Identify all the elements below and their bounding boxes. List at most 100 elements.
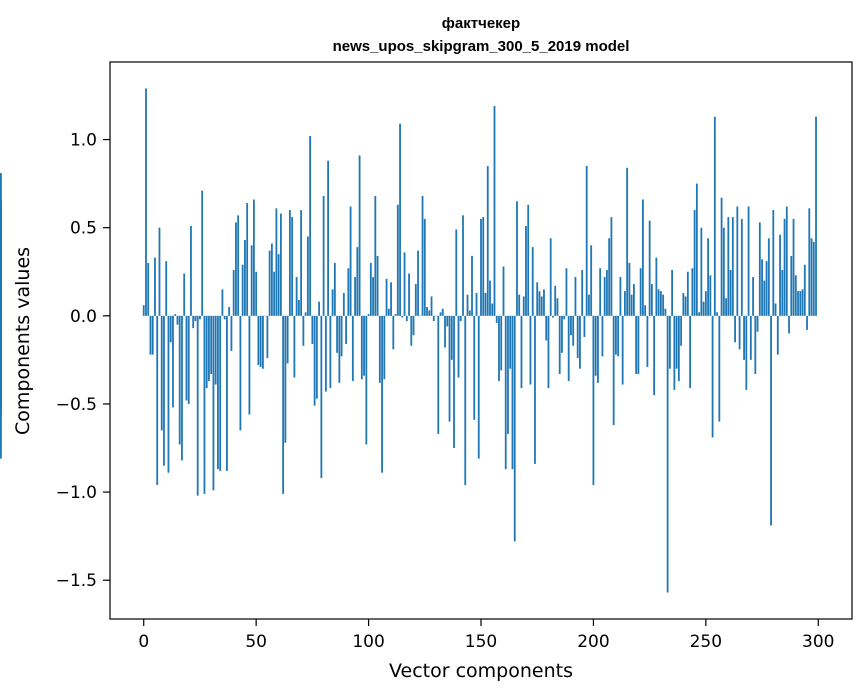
bar <box>810 238 813 316</box>
bar <box>794 275 797 316</box>
bar <box>378 315 381 383</box>
bar <box>347 268 350 316</box>
bar <box>662 294 665 316</box>
bar <box>448 315 451 422</box>
x-tick-label: 200 <box>577 632 609 652</box>
bar <box>774 303 777 316</box>
bar <box>192 315 195 329</box>
bar <box>288 210 291 316</box>
bar <box>558 315 561 374</box>
bar <box>331 289 334 316</box>
bar <box>581 269 584 316</box>
y-axis-ticks: −1.5 −1.0 −0.5 0.0 0.5 1.0 <box>56 131 110 591</box>
bar <box>509 315 512 369</box>
bar <box>507 315 509 434</box>
bar <box>239 315 242 431</box>
bar <box>295 277 298 316</box>
bar <box>219 315 222 471</box>
bar <box>363 315 365 376</box>
bar <box>462 215 464 316</box>
bar <box>356 247 359 316</box>
bar <box>797 291 799 316</box>
bar <box>482 217 485 316</box>
y-tick-label: 0.0 <box>70 307 97 327</box>
bar <box>172 315 174 408</box>
bar <box>374 195 377 316</box>
bar <box>500 315 503 371</box>
bar <box>464 315 467 486</box>
bar <box>585 166 588 316</box>
bar <box>163 315 165 466</box>
bar <box>520 315 523 389</box>
bar <box>372 277 374 316</box>
bar <box>756 315 759 332</box>
bar <box>273 271 276 316</box>
bar <box>459 315 462 322</box>
bars-group <box>0 88 817 593</box>
bar <box>653 315 656 396</box>
bar <box>650 284 653 316</box>
bar <box>561 315 563 353</box>
bar <box>576 315 579 359</box>
bar <box>552 315 554 318</box>
bar <box>158 227 161 316</box>
chart-subtitle: news_upos_skipgram_300_5_2019 model <box>333 38 630 55</box>
bar <box>572 315 575 346</box>
bar <box>529 315 532 385</box>
bar <box>716 312 718 316</box>
y-tick-label: −1.0 <box>56 483 97 503</box>
bar <box>545 315 548 341</box>
bar <box>608 238 611 316</box>
bar <box>387 308 390 316</box>
bar <box>563 315 566 320</box>
bar <box>279 213 282 316</box>
bar <box>410 315 413 346</box>
bar <box>376 255 379 316</box>
bar <box>691 268 694 316</box>
bar <box>178 315 181 445</box>
bar <box>668 315 671 369</box>
bar <box>196 315 199 496</box>
bar <box>223 315 226 320</box>
bar <box>282 315 285 494</box>
bar <box>199 315 201 320</box>
bar <box>167 315 170 473</box>
y-tick-label: 0.5 <box>70 219 97 239</box>
bar <box>612 315 615 426</box>
bar <box>480 218 482 316</box>
bar <box>711 315 714 438</box>
y-tick-label: −0.5 <box>56 395 97 415</box>
bar <box>704 291 707 316</box>
bar <box>624 291 626 316</box>
bar <box>725 298 727 316</box>
bar <box>214 315 217 385</box>
bar <box>255 271 258 316</box>
bar <box>601 315 604 357</box>
bar <box>758 222 761 316</box>
bar <box>747 206 750 316</box>
bar <box>302 315 305 346</box>
bar <box>504 315 507 470</box>
bar <box>815 116 817 316</box>
bar <box>244 240 246 316</box>
y-tick-label: 1.0 <box>70 131 97 151</box>
bar <box>441 308 444 316</box>
bar <box>554 285 557 316</box>
bar <box>594 315 597 376</box>
bar <box>471 255 473 316</box>
x-axis-label: Vector components <box>389 660 573 682</box>
bar <box>394 314 397 316</box>
bar <box>154 257 156 316</box>
bar <box>369 262 372 316</box>
bar <box>342 292 345 316</box>
bar <box>565 268 568 316</box>
bar <box>767 238 770 316</box>
bar <box>489 280 491 316</box>
bar <box>749 315 752 360</box>
bar <box>727 217 730 316</box>
bar <box>385 278 388 316</box>
bar <box>181 315 183 461</box>
bar <box>763 280 766 316</box>
bar <box>603 277 606 316</box>
